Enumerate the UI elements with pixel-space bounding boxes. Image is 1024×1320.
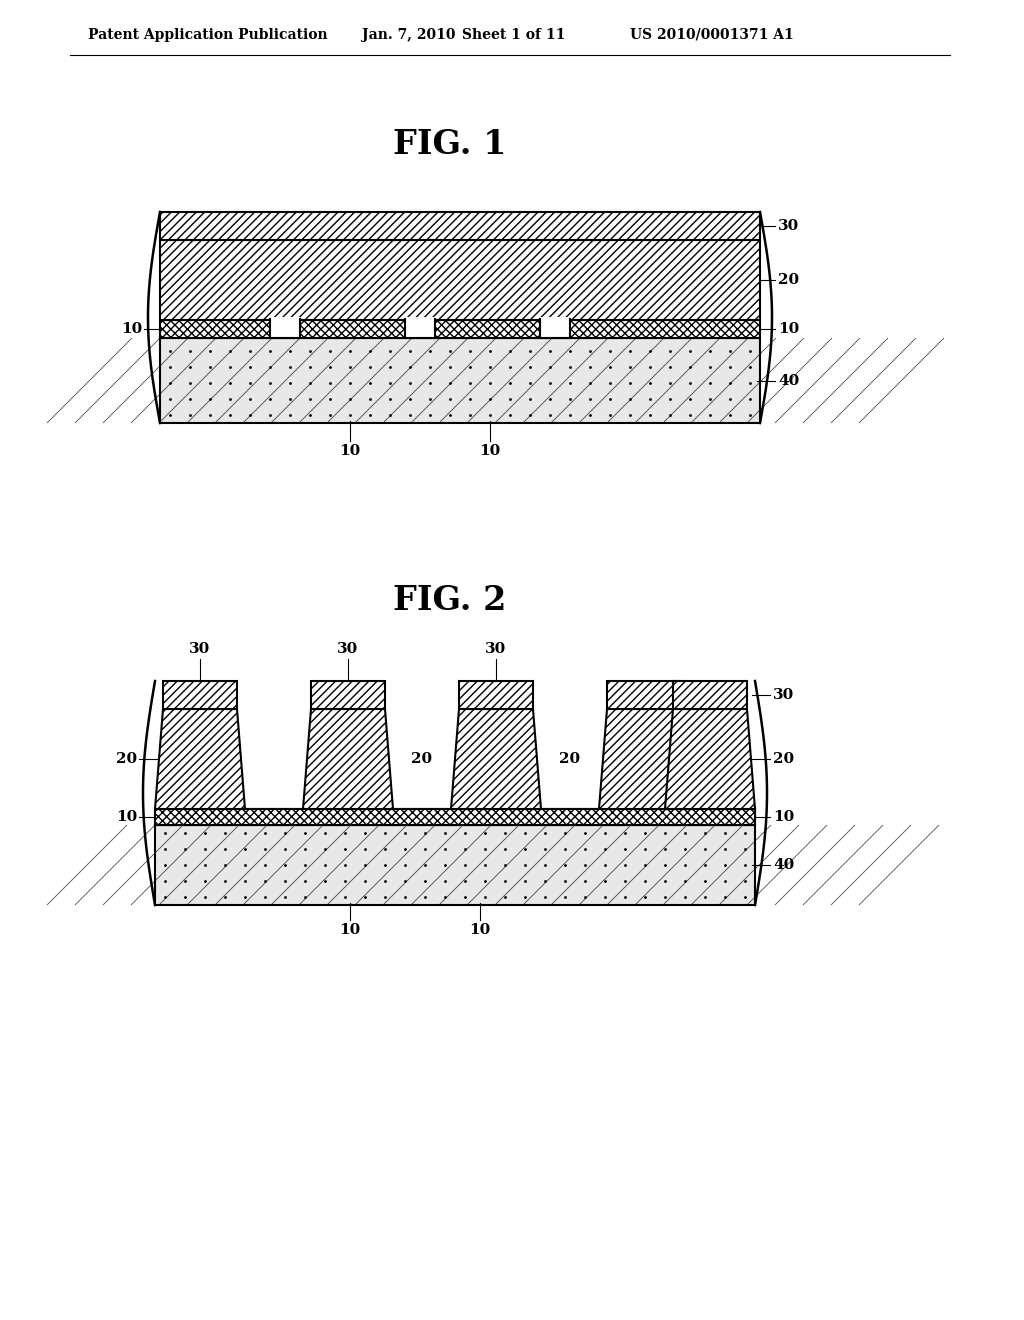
Bar <box>160 319 760 338</box>
Text: 10: 10 <box>116 810 137 824</box>
Bar <box>673 681 746 709</box>
Text: 20: 20 <box>773 752 795 766</box>
Text: 30: 30 <box>773 688 795 702</box>
Text: 10: 10 <box>778 322 800 337</box>
Text: FIG. 2: FIG. 2 <box>393 583 507 616</box>
Polygon shape <box>155 709 245 809</box>
Bar <box>160 213 760 240</box>
Bar <box>311 681 385 709</box>
Bar <box>160 240 760 319</box>
Bar <box>540 317 570 339</box>
Text: 30: 30 <box>189 642 211 656</box>
Text: 10: 10 <box>479 444 501 458</box>
Text: 10: 10 <box>121 322 142 337</box>
Bar <box>155 825 755 906</box>
Bar <box>155 809 755 825</box>
Polygon shape <box>599 709 689 809</box>
Polygon shape <box>451 709 541 809</box>
Bar <box>270 317 300 339</box>
Text: 30: 30 <box>337 642 358 656</box>
Text: 30: 30 <box>778 219 800 234</box>
Text: Patent Application Publication: Patent Application Publication <box>88 28 328 42</box>
Text: US 2010/0001371 A1: US 2010/0001371 A1 <box>630 28 794 42</box>
Text: 40: 40 <box>773 858 795 873</box>
Text: 10: 10 <box>773 810 795 824</box>
Text: Sheet 1 of 11: Sheet 1 of 11 <box>462 28 565 42</box>
Polygon shape <box>303 709 393 809</box>
Text: 10: 10 <box>339 923 360 937</box>
Bar <box>163 681 237 709</box>
Bar <box>607 681 681 709</box>
Bar <box>155 809 755 825</box>
Bar <box>406 317 435 339</box>
Bar <box>160 338 760 422</box>
Bar <box>459 681 534 709</box>
Text: 20: 20 <box>559 752 581 766</box>
Text: FIG. 1: FIG. 1 <box>393 128 507 161</box>
Text: 20: 20 <box>778 273 799 286</box>
Text: 10: 10 <box>469 923 490 937</box>
Text: 40: 40 <box>778 374 800 388</box>
Polygon shape <box>665 709 755 809</box>
Text: 20: 20 <box>116 752 137 766</box>
Text: 10: 10 <box>339 444 360 458</box>
Text: 20: 20 <box>412 752 432 766</box>
Text: Jan. 7, 2010: Jan. 7, 2010 <box>362 28 456 42</box>
Text: 30: 30 <box>485 642 507 656</box>
